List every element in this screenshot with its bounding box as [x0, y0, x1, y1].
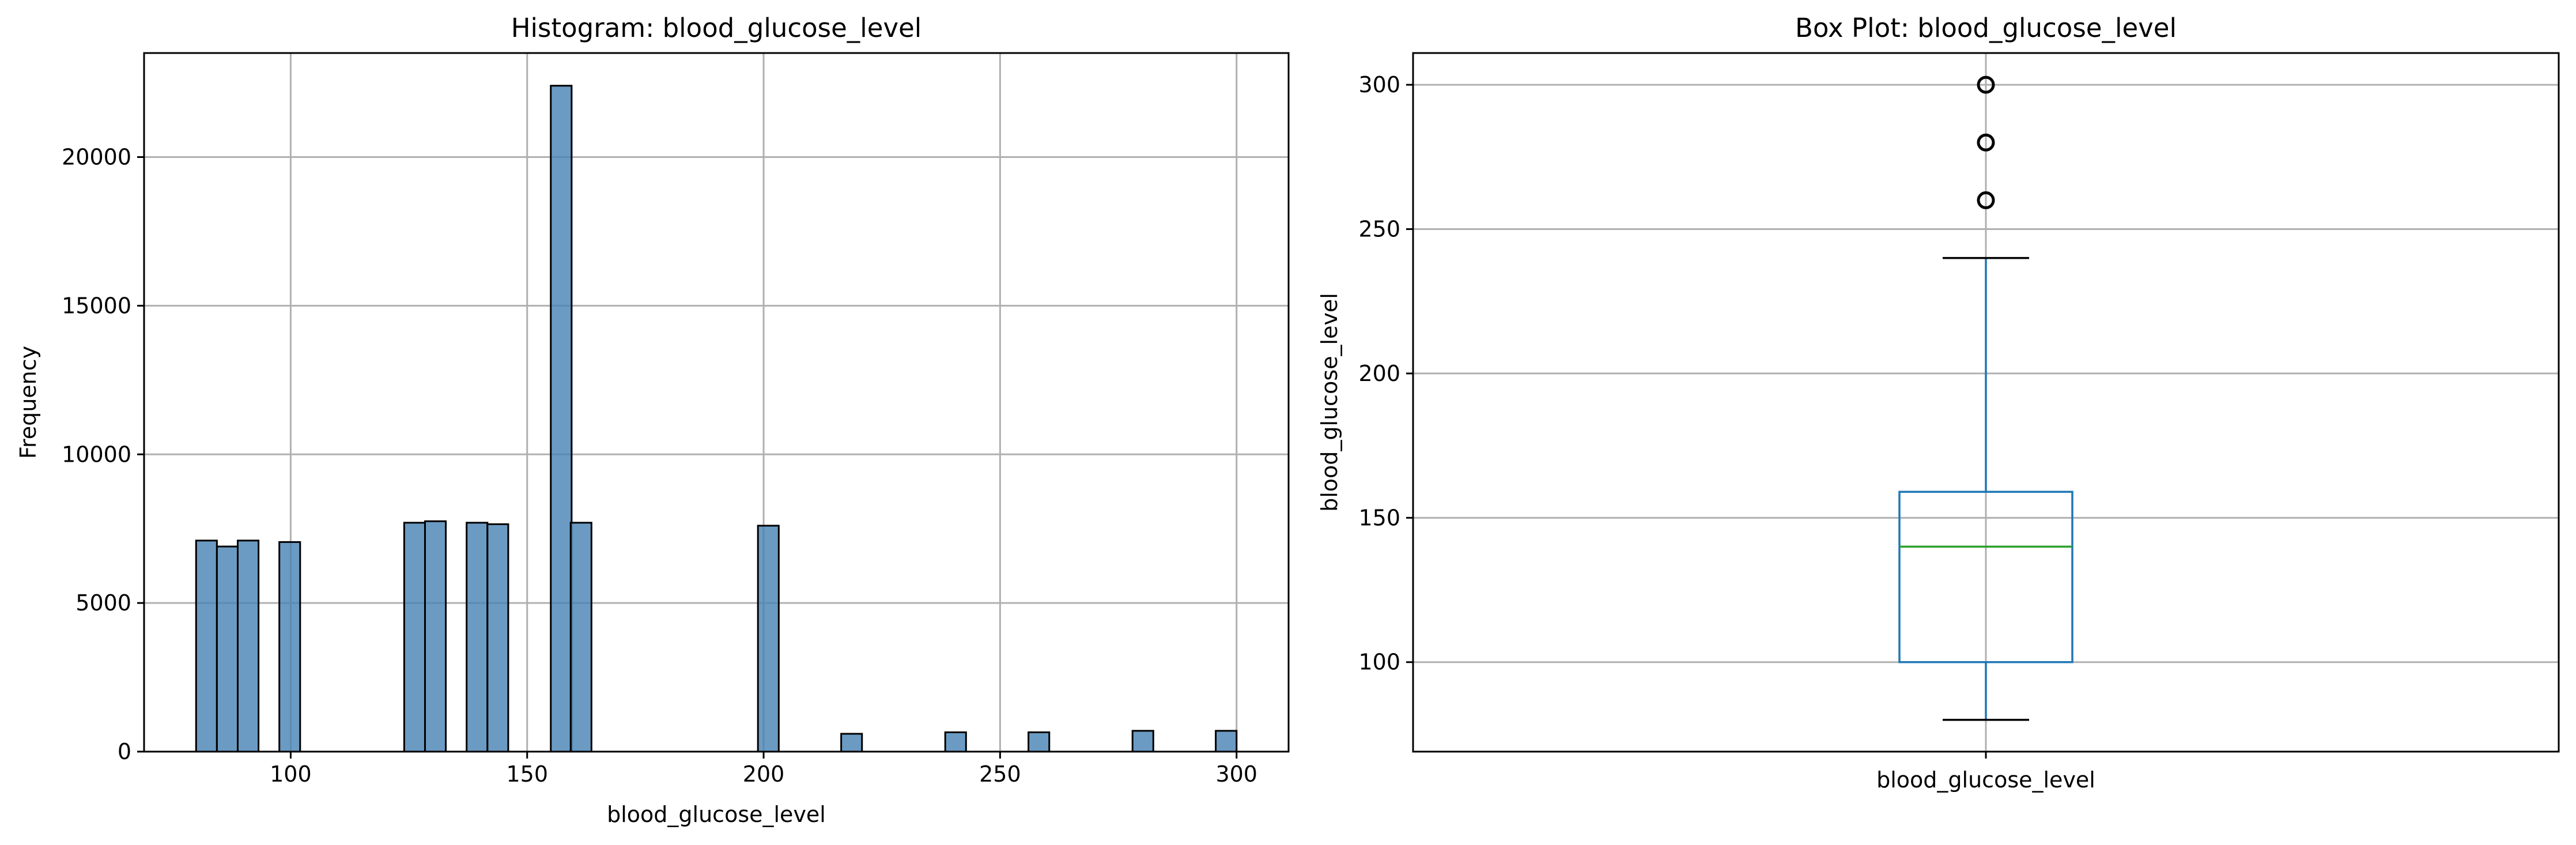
boxplot-ticks: 100 150 200 250 300 [1358, 72, 1987, 759]
boxplot-y-axis-label: blood_glucose_level [1317, 293, 1342, 512]
histogram-bar [757, 525, 780, 753]
histogram-bar [1131, 730, 1154, 753]
histogram-bar [486, 523, 509, 753]
boxplot-y-tick-label: 300 [1358, 72, 1400, 97]
histogram-bar [236, 540, 260, 753]
histogram-bar [1028, 731, 1051, 753]
histogram-bar [1215, 730, 1238, 753]
histogram-y-axis-label: Frequency [16, 346, 41, 459]
histogram-bar [466, 522, 489, 753]
boxplot-panel: Box Plot: blood_glucose_level 100 150 200 2… [1317, 13, 2560, 793]
boxplot-title: Box Plot: blood_glucose_level [1795, 13, 2177, 43]
histogram-y-tick-label: 5000 [75, 590, 131, 616]
boxplot-outlier [1977, 76, 1995, 94]
histogram-x-tick-label: 100 [270, 761, 312, 787]
histogram-title: Histogram: blood_glucose_level [511, 13, 922, 43]
histogram-bars [195, 85, 1238, 753]
histogram-bar [195, 540, 218, 753]
histogram-x-axis-label: blood_glucose_level [607, 802, 826, 827]
histogram-x-tick-label: 200 [743, 761, 785, 787]
boxplot-box [1898, 491, 2073, 663]
histogram-x-tick-label: 300 [1215, 761, 1257, 787]
boxplot-y-tick-label: 250 [1358, 217, 1400, 242]
histogram-bar [550, 85, 573, 753]
histogram-x-tick-label: 250 [979, 761, 1021, 787]
histogram-bar [278, 541, 301, 753]
histogram-bar [840, 733, 863, 753]
boxplot-marks [1898, 76, 2073, 721]
boxplot-y-tick-label: 100 [1358, 650, 1400, 675]
boxplot-outlier [1977, 191, 1995, 209]
boxplot-category-label: blood_glucose_level [1876, 767, 2095, 793]
boxplot-outlier [1977, 133, 1995, 152]
histogram-ticks: 100 150 200 250 300 0 5000 10000 15000 20000 [62, 145, 1257, 787]
boxplot-grid [1413, 53, 2559, 752]
histogram-frame [143, 52, 1290, 753]
histogram-y-tick-label: 20000 [62, 145, 131, 170]
histogram-grid [144, 53, 1289, 753]
histogram-bar [944, 731, 967, 753]
histogram-y-tick-label: 15000 [62, 293, 131, 318]
histogram-bar [216, 545, 239, 753]
histogram-y-tick-label: 10000 [62, 442, 131, 467]
histogram-y-tick-label: 0 [118, 739, 131, 764]
histogram-bar [569, 522, 592, 753]
histogram-bar [403, 522, 426, 753]
boxplot-y-tick-label: 150 [1358, 505, 1400, 530]
histogram-x-tick-label: 150 [506, 761, 548, 787]
histogram-bar [424, 520, 447, 753]
boxplot-y-tick-label: 200 [1358, 361, 1400, 386]
histogram-panel: Histogram: blood_glucose_level 100 150 200… [16, 13, 1290, 827]
